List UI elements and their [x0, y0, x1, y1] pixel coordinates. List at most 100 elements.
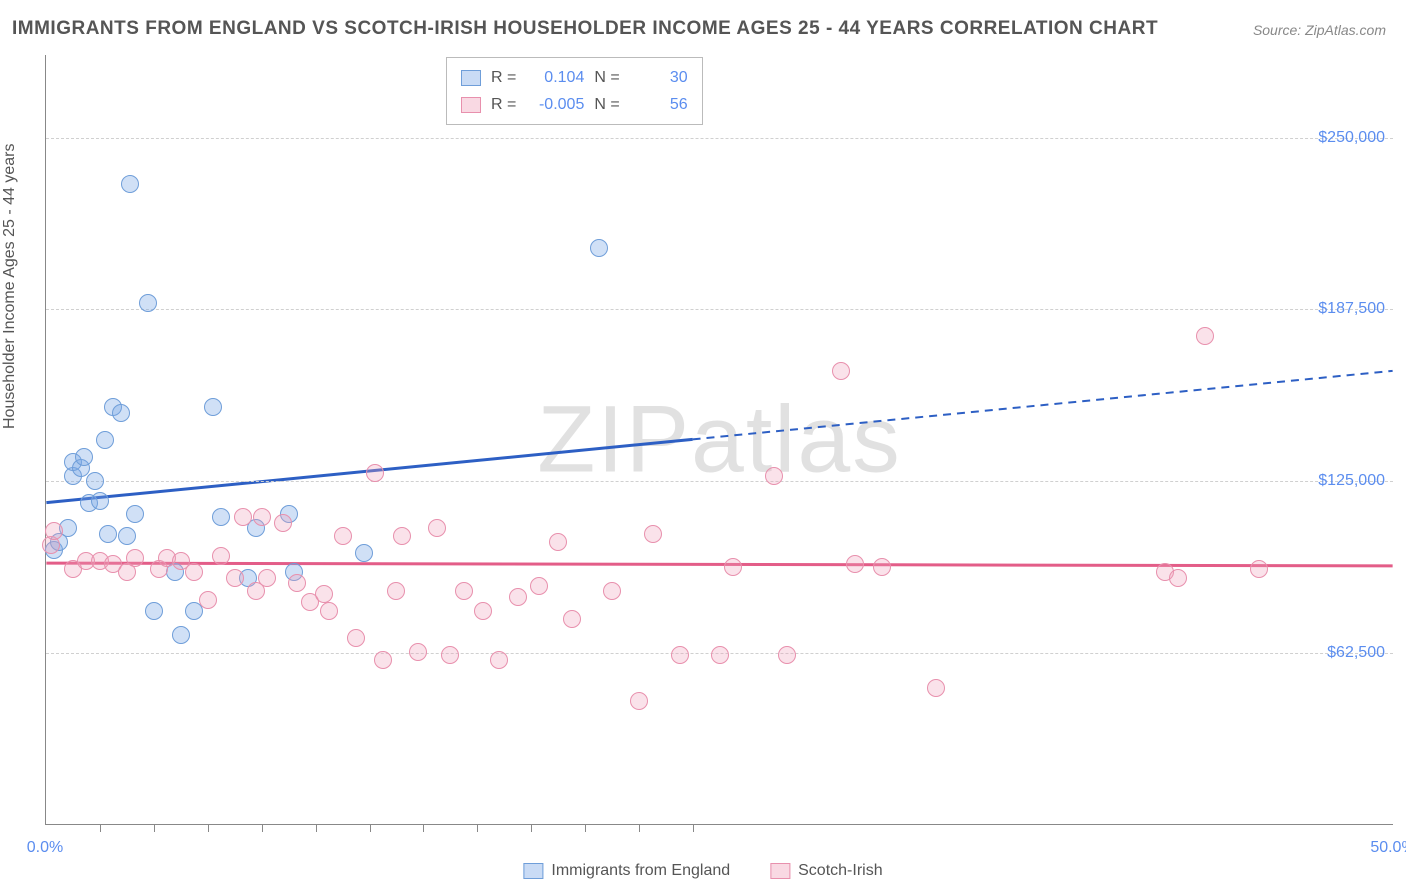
data-point — [126, 505, 144, 523]
data-point — [199, 591, 217, 609]
data-point — [1250, 560, 1268, 578]
gridline — [46, 481, 1393, 482]
data-point — [563, 610, 581, 628]
x-minor-tick — [370, 824, 371, 832]
data-point — [288, 574, 306, 592]
x-tick-label: 0.0% — [27, 839, 63, 857]
data-point — [118, 527, 136, 545]
data-point — [86, 472, 104, 490]
data-point — [509, 588, 527, 606]
legend-label-england: Immigrants from England — [551, 862, 730, 880]
y-tick-label: $187,500 — [1318, 300, 1385, 318]
data-point — [234, 508, 252, 526]
data-point — [711, 646, 729, 664]
bottom-legend: Immigrants from England Scotch-Irish — [523, 862, 882, 880]
data-point — [846, 555, 864, 573]
data-point — [334, 527, 352, 545]
y-tick-label: $125,000 — [1318, 472, 1385, 490]
data-point — [765, 467, 783, 485]
data-point — [45, 522, 63, 540]
y-axis-title: Householder Income Ages 25 - 44 years — [1, 144, 19, 430]
data-point — [126, 549, 144, 567]
stat-r-label: R = — [491, 91, 516, 118]
data-point — [96, 431, 114, 449]
data-point — [258, 569, 276, 587]
data-point — [630, 692, 648, 710]
swatch-blue — [523, 863, 543, 879]
data-point — [474, 602, 492, 620]
x-minor-tick — [693, 824, 694, 832]
data-point — [347, 629, 365, 647]
legend-item-england: Immigrants from England — [523, 862, 730, 880]
data-point — [549, 533, 567, 551]
plot-area: ZIPatlas R = 0.104 N = 30 R = -0.005 N =… — [45, 55, 1393, 825]
data-point — [490, 651, 508, 669]
trend-line-dashed — [693, 371, 1393, 440]
data-point — [603, 582, 621, 600]
x-minor-tick — [316, 824, 317, 832]
swatch-pink — [461, 97, 481, 113]
data-point — [455, 582, 473, 600]
x-minor-tick — [423, 824, 424, 832]
data-point — [139, 294, 157, 312]
data-point — [185, 563, 203, 581]
x-minor-tick — [531, 824, 532, 832]
data-point — [315, 585, 333, 603]
chart-title: IMMIGRANTS FROM ENGLAND VS SCOTCH-IRISH … — [12, 18, 1158, 40]
y-tick-label: $250,000 — [1318, 129, 1385, 147]
x-minor-tick — [208, 824, 209, 832]
data-point — [832, 362, 850, 380]
data-point — [99, 525, 117, 543]
trend-lines-svg — [46, 55, 1393, 824]
data-point — [212, 547, 230, 565]
stat-n-value-england: 30 — [630, 64, 688, 91]
data-point — [355, 544, 373, 562]
gridline — [46, 138, 1393, 139]
source-attribution: Source: ZipAtlas.com — [1253, 22, 1386, 38]
data-point — [1196, 327, 1214, 345]
data-point — [409, 643, 427, 661]
stat-r-label: R = — [491, 64, 516, 91]
data-point — [724, 558, 742, 576]
data-point — [274, 514, 292, 532]
data-point — [671, 646, 689, 664]
watermark-text: ZIPatlas — [537, 385, 901, 494]
data-point — [374, 651, 392, 669]
stats-row-scotchirish: R = -0.005 N = 56 — [461, 91, 688, 118]
data-point — [530, 577, 548, 595]
x-minor-tick — [262, 824, 263, 832]
data-point — [644, 525, 662, 543]
x-minor-tick — [639, 824, 640, 832]
data-point — [172, 626, 190, 644]
swatch-blue — [461, 70, 481, 86]
x-tick-label: 50.0% — [1370, 839, 1406, 857]
data-point — [393, 527, 411, 545]
legend-label-scotchirish: Scotch-Irish — [798, 862, 882, 880]
stats-row-england: R = 0.104 N = 30 — [461, 64, 688, 91]
data-point — [145, 602, 163, 620]
stat-n-label: N = — [594, 64, 619, 91]
data-point — [873, 558, 891, 576]
data-point — [441, 646, 459, 664]
stat-r-value-england: 0.104 — [526, 64, 584, 91]
y-tick-label: $62,500 — [1327, 644, 1385, 662]
x-minor-tick — [585, 824, 586, 832]
data-point — [320, 602, 338, 620]
data-point — [778, 646, 796, 664]
data-point — [212, 508, 230, 526]
data-point — [387, 582, 405, 600]
data-point — [366, 464, 384, 482]
data-point — [91, 492, 109, 510]
x-minor-tick — [477, 824, 478, 832]
data-point — [253, 508, 271, 526]
data-point — [226, 569, 244, 587]
data-point — [927, 679, 945, 697]
data-point — [75, 448, 93, 466]
stat-r-value-scotchirish: -0.005 — [526, 91, 584, 118]
legend-item-scotchirish: Scotch-Irish — [770, 862, 882, 880]
trend-line-solid — [46, 563, 1392, 566]
swatch-pink — [770, 863, 790, 879]
data-point — [204, 398, 222, 416]
stat-n-value-scotchirish: 56 — [630, 91, 688, 118]
x-minor-tick — [100, 824, 101, 832]
